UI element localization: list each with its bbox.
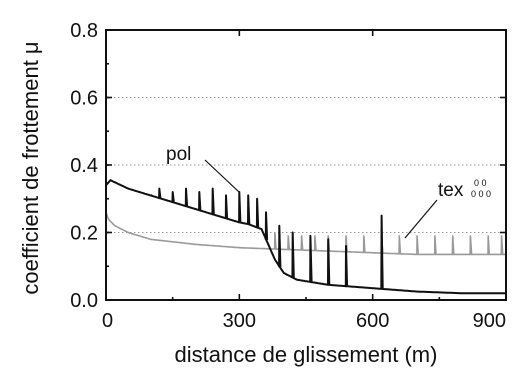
y-axis-title: coefficient de frottement μ: [18, 41, 43, 294]
svg-text:0 0 0: 0 0 0: [471, 189, 491, 199]
grid-lines: [106, 97, 506, 233]
y-tick-label: 0.6: [70, 88, 98, 110]
y-tick-label: 0.2: [70, 223, 98, 245]
series-layer: [105, 179, 507, 295]
annotations: pol tex 0 0 0 0 0: [166, 144, 491, 239]
tick-labels: 0.0 0.2 0.4 0.6 0.8 0 300 600 900: [70, 20, 506, 332]
texture-marker-icon: 0 0 0 0 0: [471, 178, 491, 199]
annotation-pol: pol: [166, 144, 191, 165]
svg-text:0 0: 0 0: [474, 178, 487, 188]
x-tick-label: 300: [223, 310, 256, 332]
annotation-tex: tex: [438, 180, 464, 201]
x-tick-label: 0: [102, 310, 113, 332]
x-axis-title: distance de glissement (m): [175, 342, 438, 367]
annotation-pol-leader: [204, 159, 240, 193]
axis-ticks: [105, 29, 507, 301]
y-tick-label: 0.4: [70, 155, 98, 177]
series-line-pol: [105, 179, 507, 295]
y-tick-label: 0.8: [70, 20, 98, 42]
series-line-tex: [105, 212, 506, 256]
x-tick-label: 900: [473, 310, 506, 332]
annotation-tex-leader: [404, 199, 438, 239]
y-tick-label: 0.0: [70, 290, 98, 312]
x-tick-label: 600: [356, 310, 389, 332]
